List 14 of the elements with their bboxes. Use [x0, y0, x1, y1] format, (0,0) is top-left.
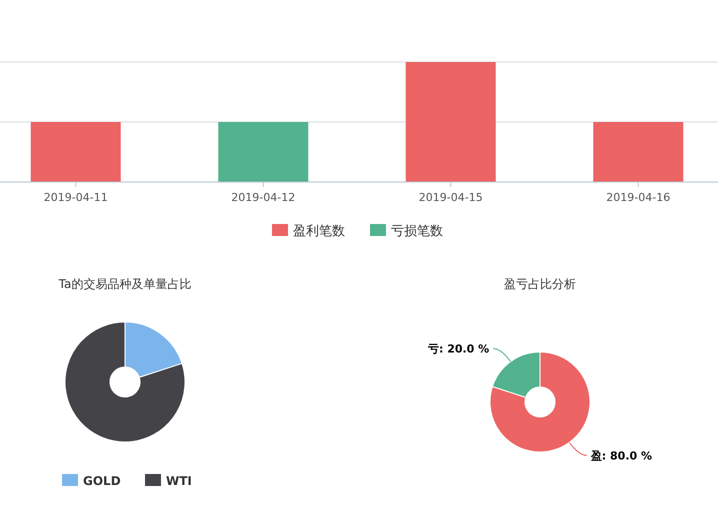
chart-title: 盈亏占比分析 — [504, 277, 576, 291]
legend-label: 亏损笔数 — [391, 224, 443, 239]
x-tick-label: 2019-04-11 — [44, 191, 108, 204]
donut-slice — [64, 322, 186, 442]
donut-slice — [490, 352, 590, 452]
data-label: 亏: 20.0 % — [426, 342, 490, 356]
x-tick-label: 2019-04-12 — [231, 191, 296, 204]
legend-label: 盈利笔数 — [293, 224, 345, 239]
chart-title: Ta的交易品种及单量占比 — [58, 277, 192, 291]
x-tick-label: 2019-04-16 — [606, 191, 670, 204]
legend-label: GOLD — [83, 474, 121, 488]
x-tick-label: 2019-04-15 — [418, 191, 483, 204]
data-label: 盈: 80.0 % — [590, 449, 652, 462]
legend-label: WTI — [166, 474, 192, 488]
